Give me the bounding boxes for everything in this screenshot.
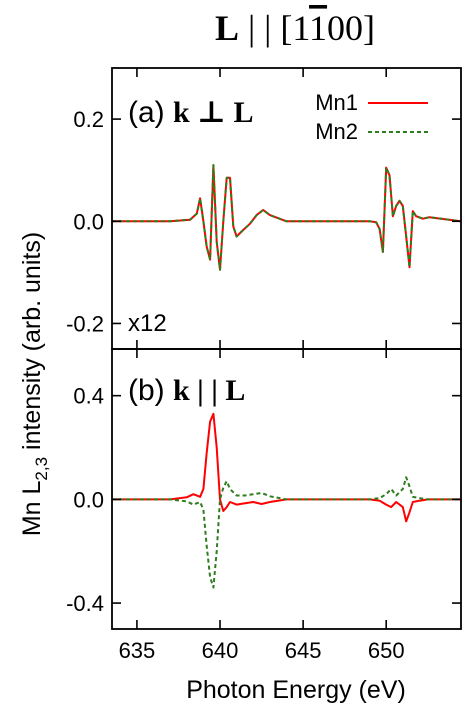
panel-b-series-mn2-line bbox=[112, 476, 461, 589]
x-axis-label: Photon Energy (eV) bbox=[186, 676, 406, 704]
legend: Mn1 Mn2 bbox=[315, 90, 428, 144]
panel-a-label: (a) k ⊥ L bbox=[128, 96, 254, 129]
x-tick-label: 635 bbox=[119, 638, 156, 663]
figure-title-bold: L bbox=[215, 8, 239, 48]
figure-title: L | | [1100] bbox=[215, 8, 375, 48]
y-axis-label-rest: intensity (arb. units) bbox=[18, 232, 46, 457]
panel-b-ytick-label: -0.4 bbox=[66, 591, 104, 616]
x-tick-label: 645 bbox=[285, 638, 322, 663]
panel-a-ytick-label: 0.2 bbox=[73, 107, 104, 132]
panel-a-label-prefix: (a) bbox=[128, 96, 173, 129]
panel-b: 0.4 0.0 -0.4 635 640 645 650 (b) k | | L Phot… bbox=[66, 348, 462, 704]
panel-a: 0.2 0.0 -0.2 (a) k ⊥ L x12 Mn1 Mn2 bbox=[66, 67, 462, 350]
panel-b-curves bbox=[112, 412, 461, 589]
panel-a-series-mn1-line bbox=[112, 164, 461, 271]
panel-a-curves bbox=[112, 164, 461, 271]
panel-a-label-math: k ⊥ L bbox=[173, 96, 254, 129]
panel-b-yticks: 0.4 0.0 -0.4 bbox=[66, 384, 461, 616]
panel-a-yticks: 0.2 0.0 -0.2 bbox=[66, 107, 461, 336]
y-axis-label-main: Mn L bbox=[18, 480, 46, 536]
panel-b-xticks: 635 640 645 650 bbox=[119, 349, 405, 663]
panel-b-frame bbox=[111, 348, 462, 630]
panel-a-scale-annotation: x12 bbox=[128, 310, 167, 337]
x-tick-label: 650 bbox=[368, 638, 405, 663]
y-axis-label: Mn L2,3 intensity (arb. units) bbox=[18, 232, 51, 536]
figure-title-prefix: | | [1 bbox=[239, 8, 309, 48]
panel-b-series-mn1-line bbox=[112, 412, 461, 523]
legend-entry-mn2-label: Mn2 bbox=[315, 119, 358, 144]
panel-b-ytick-label: 0.4 bbox=[73, 384, 104, 409]
x-tick-label: 640 bbox=[202, 638, 239, 663]
y-axis-label-sub: 2,3 bbox=[32, 457, 51, 481]
panel-b-ytick-label: 0.0 bbox=[73, 487, 104, 512]
panel-a-series-mn2-line bbox=[112, 164, 461, 271]
panel-a-ytick-label: 0.0 bbox=[73, 209, 104, 234]
figure-title-overbar-digit: 1 bbox=[309, 8, 327, 48]
panel-a-xticks bbox=[136, 68, 388, 349]
panel-b-label-math: k | | L bbox=[173, 374, 245, 407]
panel-a-ytick-label: -0.2 bbox=[66, 311, 104, 336]
figure-title-suffix: 00] bbox=[327, 8, 375, 48]
panel-b-label: (b) k | | L bbox=[128, 374, 245, 407]
legend-entry-mn1-label: Mn1 bbox=[315, 90, 358, 115]
panel-b-label-prefix: (b) bbox=[128, 374, 173, 407]
